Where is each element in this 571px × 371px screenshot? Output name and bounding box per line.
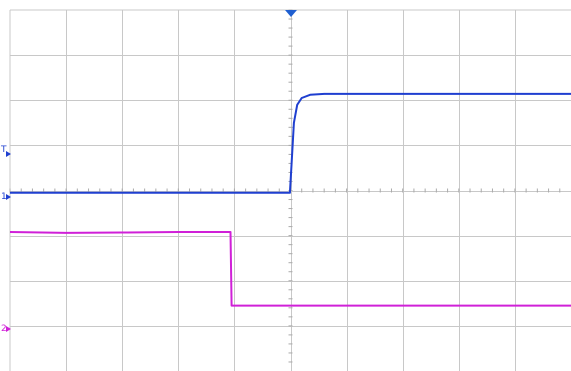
- channel2-trace: [9, 231, 571, 307]
- markers: T 1 2: [0, 10, 297, 334]
- trigger-position-marker[interactable]: [285, 10, 297, 17]
- trigger-level-marker[interactable]: T: [0, 145, 11, 157]
- graticule: [9, 9, 571, 371]
- channel1-ground-marker[interactable]: 1: [1, 192, 11, 202]
- channel1-trace: [10, 92, 571, 194]
- channel1-label: 1: [1, 192, 7, 202]
- channel2-label: 2: [1, 324, 7, 334]
- traces: [9, 92, 571, 307]
- trigger-level-label: T: [0, 145, 7, 155]
- channel2-ground-marker[interactable]: 2: [1, 324, 11, 334]
